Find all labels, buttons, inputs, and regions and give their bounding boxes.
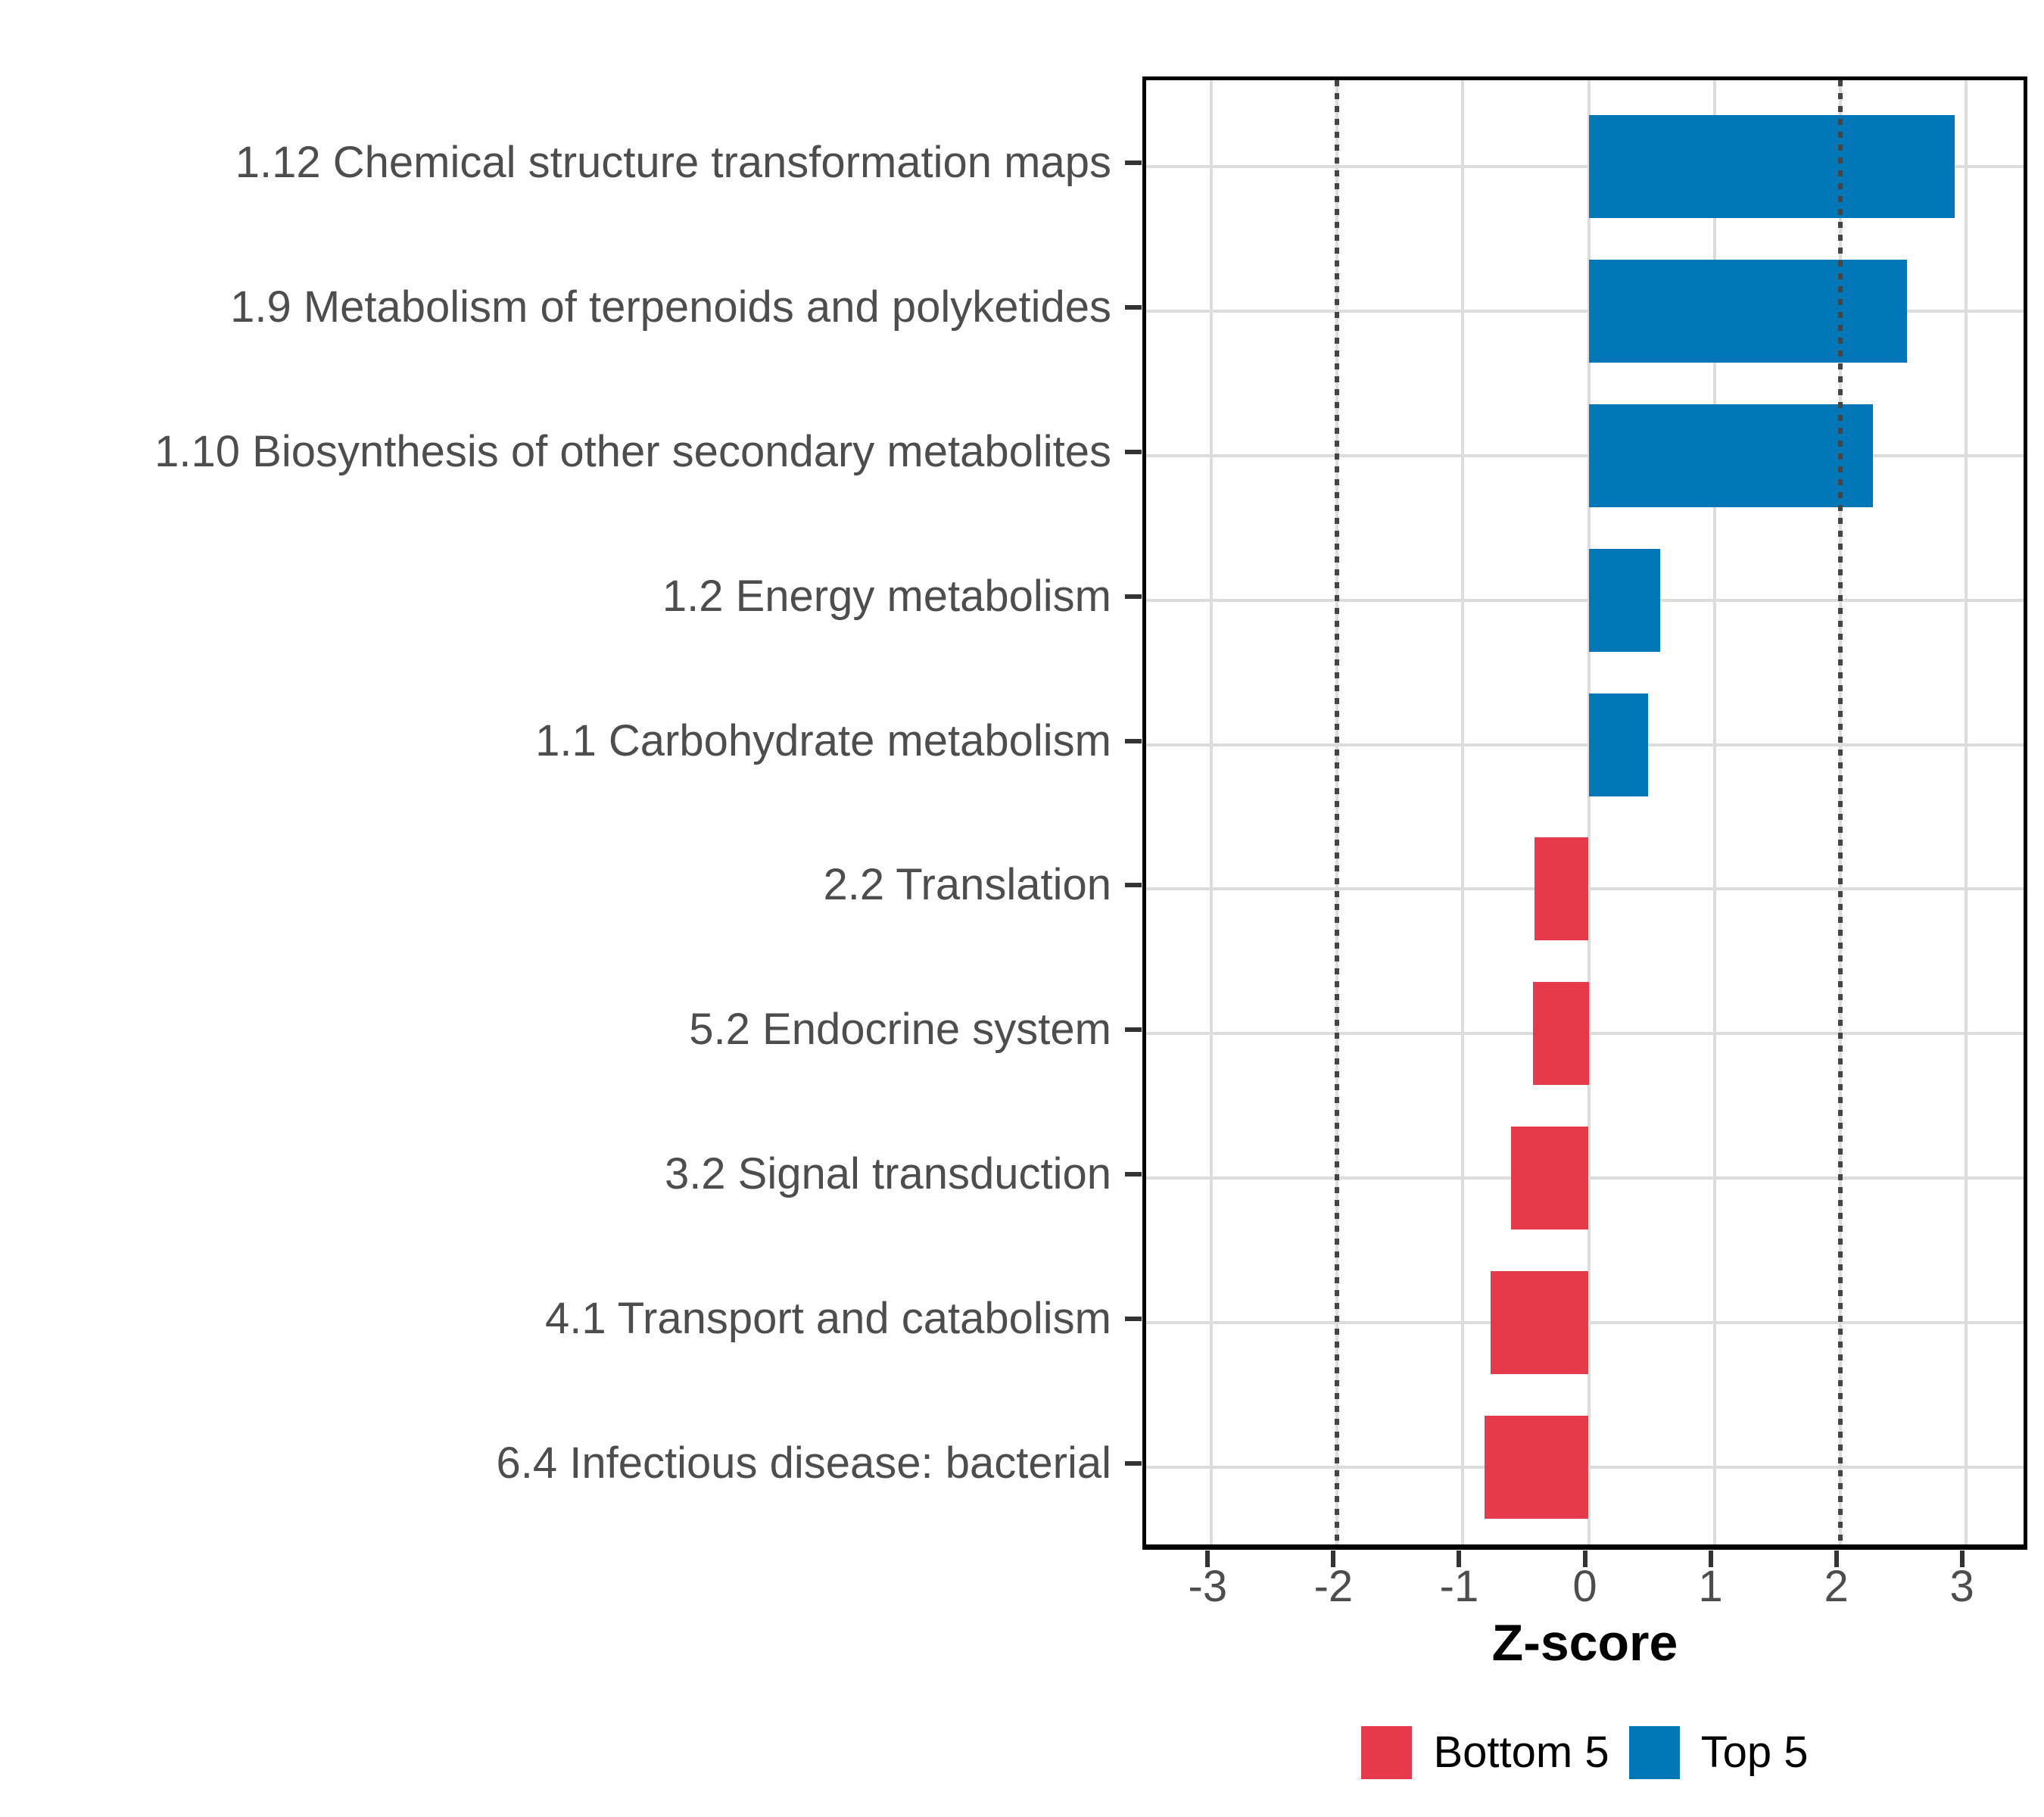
legend-item-top5: Top 5: [1628, 1726, 1809, 1779]
y-tick-row3: [1125, 450, 1142, 455]
gridline-y-row3: [1146, 454, 2024, 458]
category-label: 1.12 Chemical structure transformation m…: [235, 138, 1111, 188]
legend-swatch-top5: [1628, 1726, 1680, 1779]
x-tick-label-3: 3: [1949, 1562, 1974, 1611]
bar-negative: [1533, 982, 1589, 1086]
reference-line--2: [1335, 80, 1340, 1544]
bar-negative: [1490, 1270, 1589, 1374]
category-label: 1.2 Energy metabolism: [662, 571, 1111, 621]
category-label: 1.9 Metabolism of terpenoids and polyket…: [230, 282, 1111, 332]
gridline-x--3: [1210, 80, 1214, 1544]
x-tick-label--2: -2: [1313, 1562, 1354, 1611]
category-label: 5.2 Endocrine system: [689, 1005, 1111, 1055]
legend-label-bottom5: Bottom 5: [1433, 1728, 1609, 1777]
bar-positive: [1588, 115, 1955, 219]
x-tick-2: [1834, 1551, 1839, 1567]
x-tick-label-2: 2: [1824, 1562, 1849, 1611]
gridline-y-row4: [1146, 598, 2024, 602]
legend-label-top5: Top 5: [1700, 1728, 1809, 1777]
category-label: 4.1 Transport and catabolism: [545, 1293, 1111, 1343]
y-tick-row10: [1125, 1460, 1142, 1466]
legend: Bottom 5 Top 5: [1142, 1725, 2027, 1781]
plot-panel: [1142, 76, 2027, 1550]
y-tick-row1: [1125, 161, 1142, 166]
x-tick--2: [1331, 1551, 1336, 1567]
bar-positive: [1588, 404, 1873, 508]
x-tick-label--1: -1: [1439, 1562, 1479, 1611]
x-tick-3: [1959, 1551, 1965, 1567]
bar-positive: [1588, 693, 1648, 796]
bar-negative: [1510, 1126, 1589, 1230]
y-tick-row4: [1125, 594, 1142, 599]
y-tick-row8: [1125, 1171, 1142, 1177]
legend-swatch-bottom5: [1361, 1726, 1413, 1779]
category-label: 1.1 Carbohydrate metabolism: [535, 715, 1111, 765]
category-label: 3.2 Signal transduction: [664, 1148, 1111, 1198]
gridline-y-row1: [1146, 165, 2024, 169]
legend-item-bottom5: Bottom 5: [1361, 1726, 1609, 1779]
y-tick-row5: [1125, 738, 1142, 743]
x-tick-label-0: 0: [1572, 1562, 1597, 1611]
x-tick-label--3: -3: [1188, 1562, 1228, 1611]
gridline-x--1: [1461, 80, 1465, 1544]
category-label: 6.4 Infectious disease: bacterial: [496, 1438, 1111, 1488]
gridline-x-3: [1964, 80, 1968, 1544]
category-label: 1.10 Biosynthesis of other secondary met…: [154, 427, 1111, 477]
x-tick-1: [1708, 1551, 1713, 1567]
gridline-y-row5: [1146, 743, 2024, 746]
x-tick-label-1: 1: [1698, 1562, 1723, 1611]
x-tick-0: [1582, 1551, 1588, 1567]
bar-positive: [1588, 260, 1907, 363]
x-tick--1: [1457, 1551, 1462, 1567]
gridline-x-0: [1587, 80, 1591, 1544]
x-axis-title: Z-score: [1491, 1614, 1678, 1672]
gridline-x-1: [1712, 80, 1716, 1544]
bar-positive: [1588, 548, 1661, 652]
gridline-y-row2: [1146, 310, 2024, 313]
bar-negative: [1484, 1415, 1589, 1519]
y-tick-row6: [1125, 883, 1142, 888]
bar-negative: [1535, 837, 1589, 941]
category-label: 2.2 Translation: [823, 860, 1111, 910]
reference-line-2: [1837, 80, 1843, 1544]
x-tick--3: [1205, 1551, 1211, 1567]
y-tick-row9: [1125, 1316, 1142, 1321]
y-tick-row7: [1125, 1027, 1142, 1033]
y-tick-row2: [1125, 305, 1142, 310]
